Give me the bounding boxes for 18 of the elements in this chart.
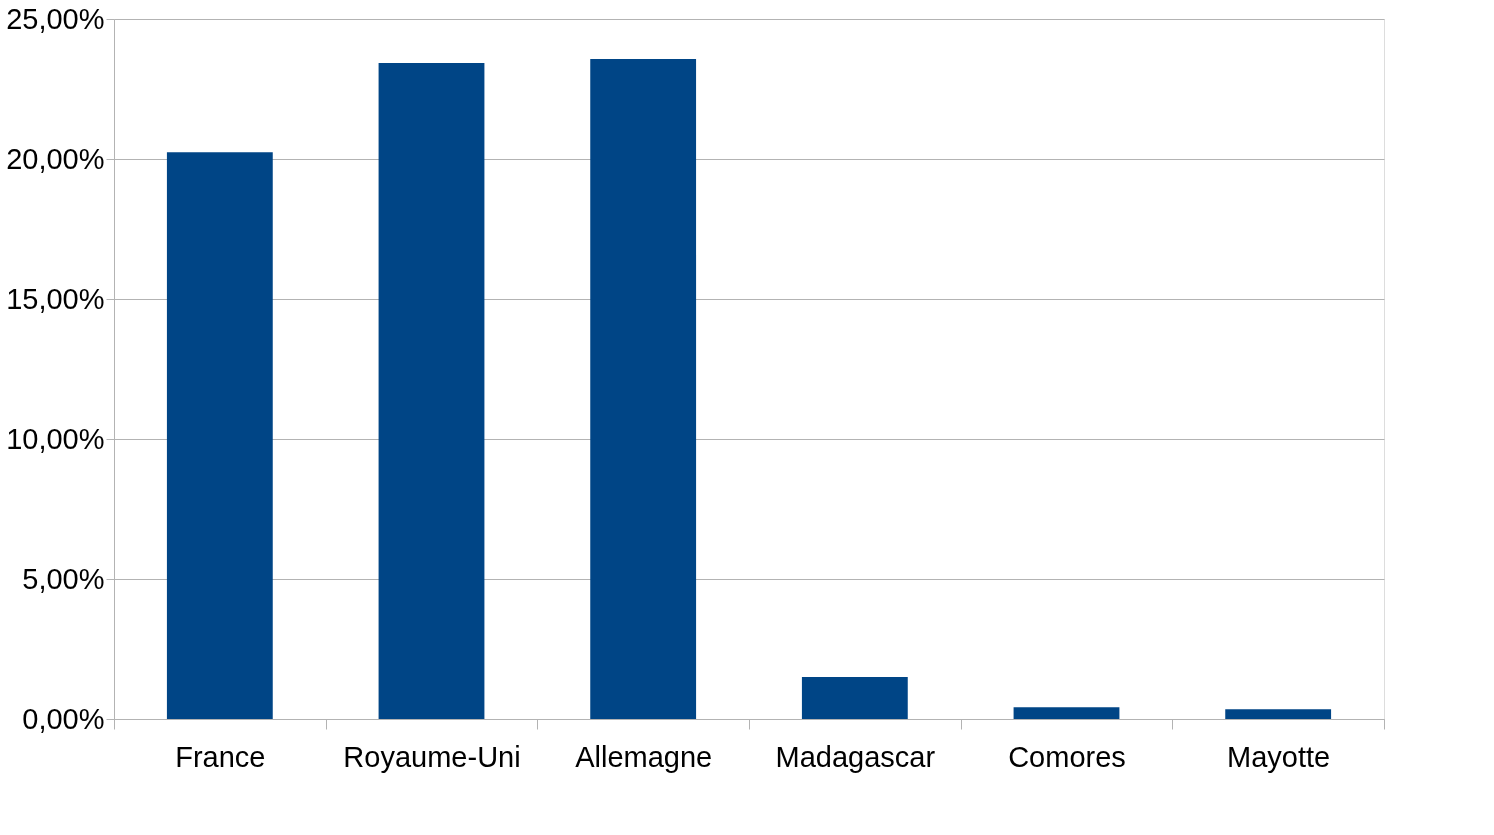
y-tick-label: 15,00% (6, 282, 105, 315)
bar (801, 677, 908, 719)
y-tick-label: 10,00% (6, 422, 105, 455)
y-tick-label: 20,00% (6, 142, 105, 175)
x-tick-label: Comores (1008, 740, 1126, 773)
y-tick-label: 25,00% (6, 2, 105, 35)
x-tick-label: Royaume-Uni (343, 740, 521, 773)
y-tick-label: 5,00% (22, 562, 105, 595)
x-tick-label: Mayotte (1227, 740, 1331, 773)
x-tick-label: Allemagne (575, 740, 713, 773)
bar (166, 152, 273, 719)
bar (1013, 707, 1120, 719)
bar (1225, 709, 1332, 719)
y-tick-label: 0,00% (22, 702, 105, 735)
bar (590, 59, 697, 719)
bar (378, 62, 485, 719)
x-tick-label: France (175, 740, 266, 773)
x-tick-label: Madagascar (775, 740, 936, 773)
